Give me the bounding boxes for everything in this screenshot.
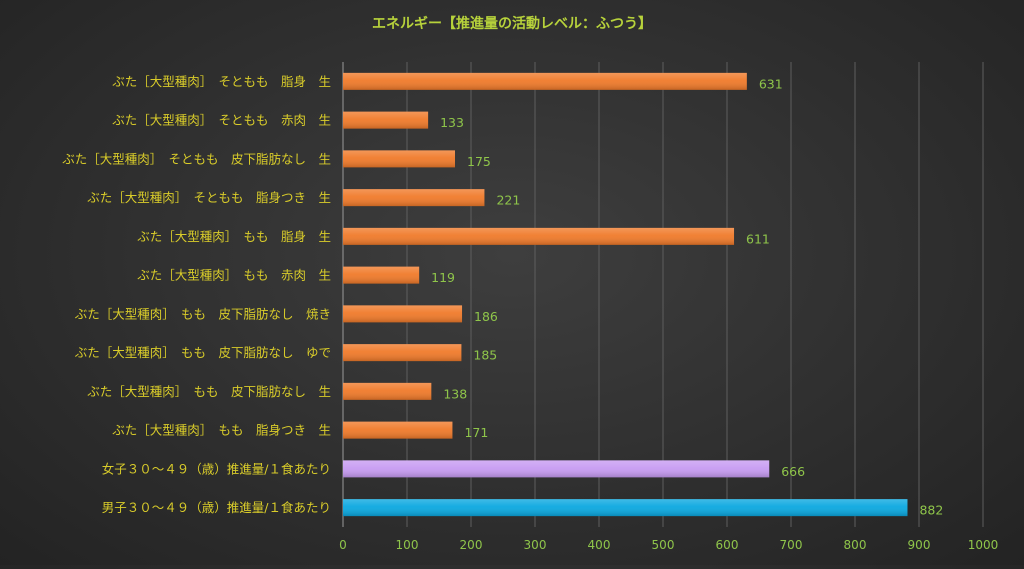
data-label: 221 bbox=[496, 193, 520, 208]
x-tick-label: 300 bbox=[524, 538, 547, 552]
chart-title: エネルギー【推進量の活動レベル：ふつう】 bbox=[372, 15, 652, 32]
category-label: ぶた［大型種肉］ そともも 皮下脂肪なし 生 bbox=[62, 151, 331, 166]
data-label: 119 bbox=[431, 270, 455, 285]
x-tick-label: 1000 bbox=[968, 538, 999, 552]
bar-sheen bbox=[343, 72, 747, 90]
bar-sheen bbox=[343, 499, 908, 517]
data-label: 133 bbox=[440, 115, 464, 130]
data-label: 666 bbox=[781, 464, 805, 479]
data-label: 882 bbox=[919, 503, 943, 518]
category-label: 女子３０～４９（歳）推進量/１食あたり bbox=[102, 461, 331, 476]
x-tick-label: 0 bbox=[339, 538, 347, 552]
x-tick-label: 200 bbox=[460, 538, 483, 552]
data-label: 631 bbox=[759, 76, 783, 91]
data-label: 175 bbox=[467, 154, 491, 169]
bar-sheen bbox=[343, 111, 429, 129]
category-label: ぶた［大型種肉］ そともも 赤肉 生 bbox=[112, 113, 331, 128]
category-label: ぶた［大型種肉］ もも 皮下脂肪なし 生 bbox=[87, 384, 331, 399]
bars bbox=[343, 72, 908, 517]
x-tick-label: 700 bbox=[780, 538, 803, 552]
data-label: 138 bbox=[443, 386, 467, 401]
category-label: ぶた［大型種肉］ もも 赤肉 生 bbox=[137, 268, 331, 283]
bar-sheen bbox=[343, 305, 463, 323]
bar-sheen bbox=[343, 382, 432, 400]
bar-sheen bbox=[343, 150, 455, 168]
data-label: 186 bbox=[474, 309, 498, 324]
x-tick-label: 900 bbox=[908, 538, 931, 552]
data-label: 171 bbox=[464, 425, 488, 440]
category-label: ぶた［大型種肉］ そともも 脂身 生 bbox=[112, 74, 331, 89]
category-label: ぶた［大型種肉］ そともも 脂身つき 生 bbox=[87, 190, 331, 205]
x-tick-label: 500 bbox=[652, 538, 675, 552]
labels: 0 100 200 300 400 500 600 700 800 900 1000 ぶた［大型種肉］… bbox=[62, 74, 998, 552]
x-tick-label: 400 bbox=[588, 538, 611, 552]
category-label: 男子３０～４９（歳）推進量/１食あたり bbox=[102, 500, 331, 515]
category-label: ぶた［大型種肉］ もも 皮下脂肪なし ゆで bbox=[75, 345, 331, 360]
category-label: ぶた［大型種肉］ もも 皮下脂肪なし 焼き bbox=[75, 306, 331, 321]
gridlines bbox=[342, 62, 984, 527]
bar-sheen bbox=[343, 227, 735, 245]
x-tick-label: 600 bbox=[716, 538, 739, 552]
x-tick-label: 800 bbox=[844, 538, 867, 552]
category-label: ぶた［大型種肉］ もも 脂身つき 生 bbox=[112, 423, 331, 438]
category-label: ぶた［大型種肉］ もも 脂身 生 bbox=[137, 229, 331, 244]
data-label: 185 bbox=[473, 348, 497, 363]
bar-sheen bbox=[343, 266, 420, 284]
bar-sheen bbox=[343, 189, 485, 207]
x-tick-label: 100 bbox=[396, 538, 419, 552]
bar-sheen bbox=[343, 460, 770, 478]
bar-sheen bbox=[343, 344, 462, 362]
data-label: 611 bbox=[746, 231, 770, 246]
bar-sheen bbox=[343, 421, 453, 439]
